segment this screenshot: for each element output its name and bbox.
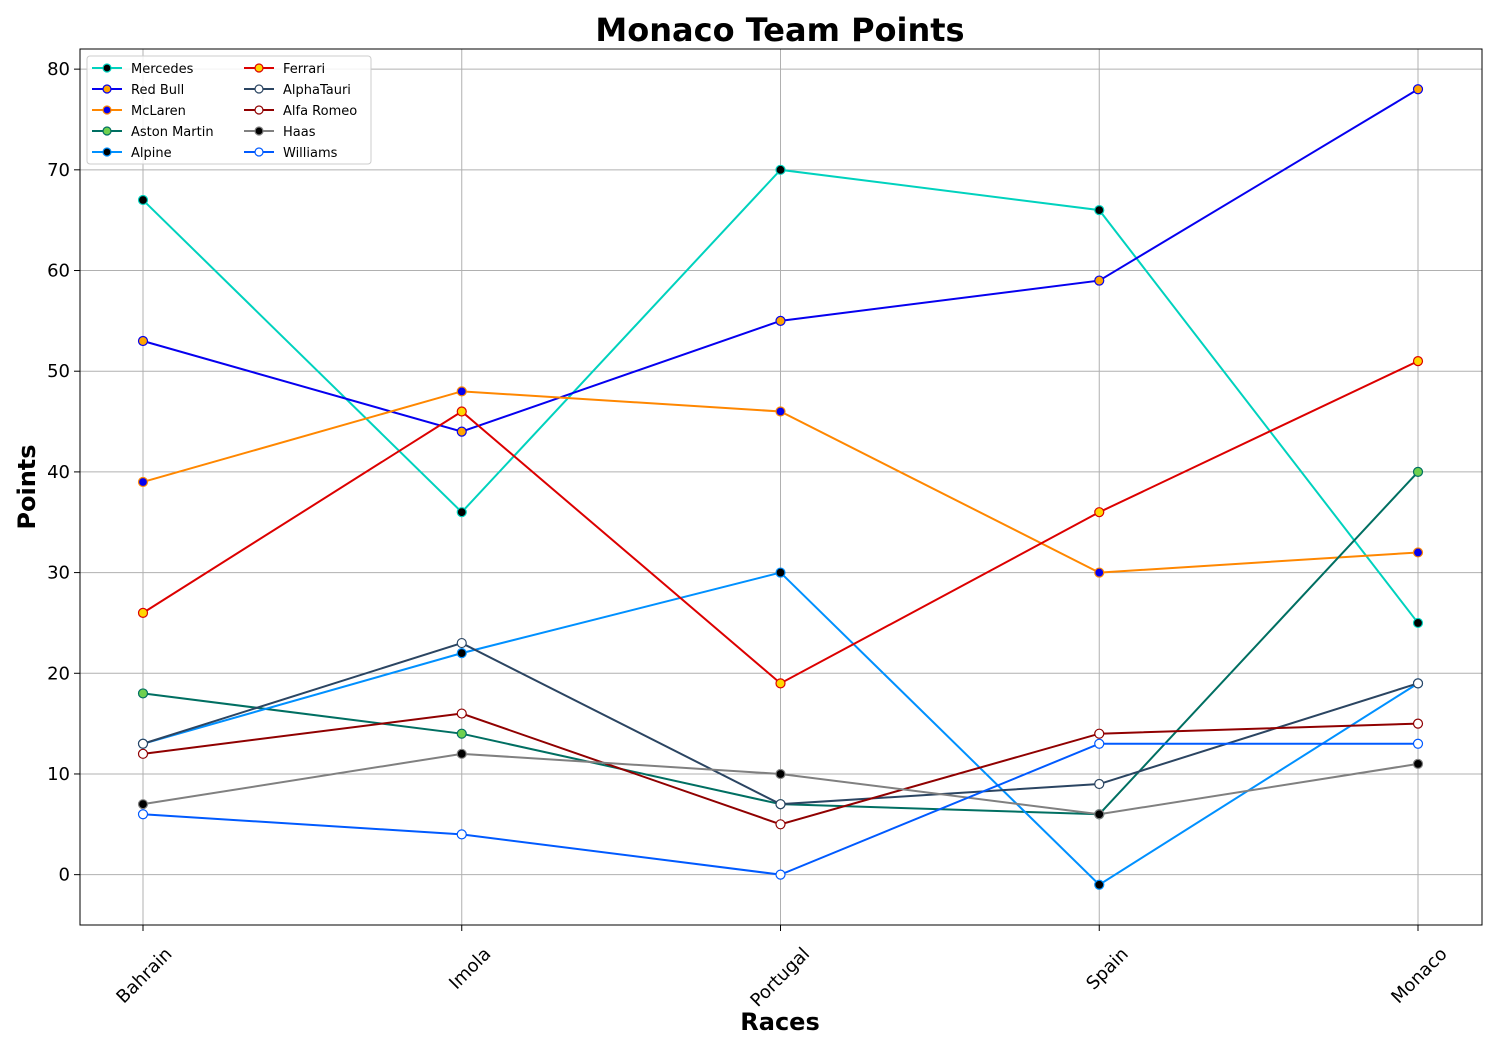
data-point	[775, 164, 786, 175]
data-point	[1094, 728, 1105, 739]
legend-label: AlphaTauri	[283, 83, 351, 98]
grid-lines	[80, 49, 1482, 925]
legend-label: Red Bull	[131, 83, 184, 98]
legend-label: Ferrari	[283, 62, 325, 77]
legend-label: Alpine	[131, 146, 172, 161]
data-point	[775, 768, 786, 780]
legend-marker	[254, 126, 264, 136]
x-axis-label: Races	[740, 1008, 819, 1036]
data-point	[1412, 617, 1424, 629]
data-point	[1094, 809, 1105, 820]
data-point	[456, 708, 467, 719]
y-tick-label: 30	[47, 563, 70, 584]
data-point	[137, 607, 149, 618]
legend-marker	[102, 147, 112, 157]
data-point	[456, 386, 467, 397]
data-point	[1412, 84, 1424, 95]
data-point	[1412, 356, 1424, 367]
y-tick-label: 0	[59, 865, 70, 886]
data-point	[456, 728, 467, 739]
legend-label: Haas	[283, 125, 316, 140]
data-point	[137, 476, 149, 488]
legend: Mercedes Red Bull McLaren Aston Martin Alpin…	[86, 55, 372, 165]
chart-title: Monaco Team Points	[595, 11, 964, 49]
y-tick-label: 10	[47, 764, 70, 785]
data-point	[456, 637, 467, 649]
data-point	[137, 809, 149, 820]
y-axis-label: Points	[13, 444, 41, 529]
data-point	[456, 426, 467, 437]
data-point	[1412, 678, 1424, 689]
y-tick-label: 20	[47, 663, 70, 684]
legend-label: Williams	[283, 146, 338, 161]
legend-box	[86, 55, 372, 165]
legend-marker	[254, 147, 264, 157]
data-point	[775, 406, 786, 417]
data-point	[137, 799, 149, 810]
data-point	[1094, 507, 1105, 518]
legend-marker	[102, 126, 112, 136]
data-point	[775, 819, 786, 830]
data-point	[456, 648, 467, 659]
y-tick-label: 50	[47, 361, 70, 382]
data-point	[137, 335, 149, 347]
data-point	[456, 406, 467, 417]
legend-label: Mercedes	[131, 62, 194, 77]
y-tick-label: 70	[47, 160, 70, 181]
data-point	[775, 799, 786, 810]
data-point	[456, 507, 467, 518]
data-point	[1412, 738, 1424, 749]
legend-marker	[102, 105, 112, 115]
data-point	[137, 748, 149, 759]
y-tick-label: 60	[47, 261, 70, 282]
legend-marker	[254, 84, 264, 94]
data-point	[1412, 547, 1424, 558]
legend-label: Aston Martin	[131, 125, 214, 140]
series-layer	[137, 84, 1424, 890]
data-point	[137, 194, 149, 206]
y-tick-label: 80	[47, 59, 70, 80]
legend-marker	[102, 63, 112, 73]
data-point	[137, 738, 149, 749]
data-point	[775, 567, 786, 578]
data-point	[1094, 205, 1105, 216]
data-point	[456, 748, 467, 759]
y-tick-label: 40	[47, 462, 70, 483]
data-point	[1412, 466, 1424, 477]
data-point	[775, 869, 786, 880]
data-point	[1094, 879, 1105, 890]
data-point	[1094, 778, 1105, 790]
data-point	[1094, 738, 1105, 749]
legend-label: McLaren	[131, 104, 186, 119]
legend-marker	[254, 105, 264, 115]
data-point	[137, 688, 149, 699]
legend-marker	[254, 63, 264, 73]
data-point	[456, 829, 467, 840]
legend-label: Alfa Romeo	[283, 104, 357, 119]
data-point	[1412, 758, 1424, 769]
data-point	[1412, 718, 1424, 729]
legend-marker	[102, 84, 112, 94]
data-point	[1094, 275, 1105, 286]
data-point	[1094, 567, 1105, 578]
data-point	[775, 678, 786, 689]
data-point	[775, 315, 786, 326]
